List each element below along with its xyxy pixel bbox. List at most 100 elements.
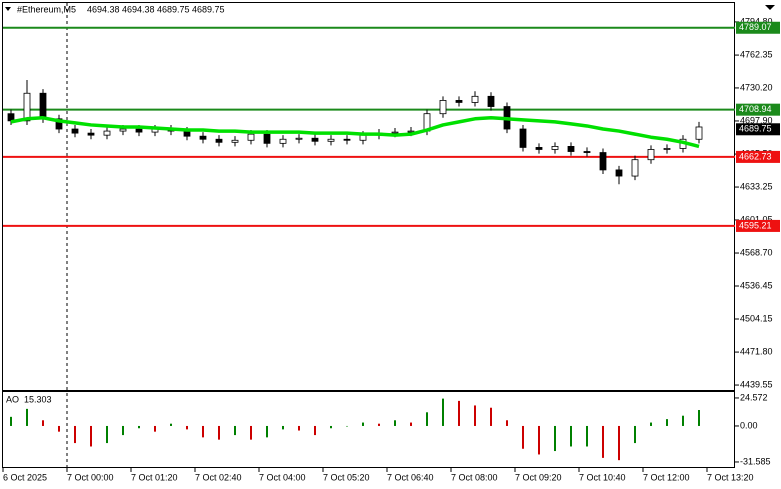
x-tick-label: 7 Oct 02:40 <box>195 472 242 482</box>
ao-bar <box>650 422 652 426</box>
level-label: 4595.21 <box>739 220 772 230</box>
x-tick-label: 7 Oct 04:00 <box>259 472 306 482</box>
candle-body <box>487 95 495 107</box>
candle-body <box>247 133 255 141</box>
candle-body <box>183 130 191 137</box>
candle-body <box>695 126 703 140</box>
y-tick-label: 4697.90 <box>740 115 773 125</box>
ao-bar <box>554 425 556 452</box>
candle-body <box>327 138 335 142</box>
candle-body <box>663 148 671 150</box>
ao-bar <box>170 423 172 426</box>
level-label: 4708.94 <box>739 104 772 114</box>
candle-body <box>119 128 127 132</box>
ao-bar <box>186 425 188 430</box>
ao-bar <box>666 419 668 426</box>
ao-bar <box>298 425 300 431</box>
candle-body <box>535 147 543 150</box>
y-tick-label: 4471.80 <box>740 346 773 356</box>
level-label: 4662.73 <box>739 151 772 161</box>
ao-tick-label: 24.572 <box>740 392 768 402</box>
candle-body <box>343 138 351 141</box>
candle-body <box>87 132 95 136</box>
ao-bar <box>314 425 316 436</box>
candle-body <box>23 92 31 122</box>
level-label-bg <box>736 103 780 116</box>
y-tick-label: 4504.15 <box>740 313 773 323</box>
ao-bar <box>506 420 508 426</box>
y-tick-label: 4730.20 <box>740 82 773 92</box>
x-tick-label: 7 Oct 00:00 <box>67 472 114 482</box>
candle-body <box>631 159 639 177</box>
x-tick-label: 7 Oct 06:40 <box>387 472 434 482</box>
candle-body <box>359 134 367 141</box>
candle-body <box>615 169 623 177</box>
candle-body <box>599 152 607 171</box>
y-tick-label: 4794.80 <box>740 16 773 26</box>
ao-bar <box>250 425 252 440</box>
ao-bar <box>154 425 156 432</box>
ao-bar <box>394 420 396 426</box>
candle-body <box>71 128 79 134</box>
ao-bar <box>58 425 60 432</box>
main-panel <box>2 2 735 391</box>
candle-body <box>39 92 47 120</box>
ao-bar <box>618 425 620 461</box>
ao-bar <box>442 398 444 426</box>
ao-bar <box>122 425 124 436</box>
x-tick-label: 6 Oct 2025 <box>3 472 47 482</box>
ao-bar <box>346 425 348 427</box>
candle-body <box>103 130 111 136</box>
scroll-icon <box>765 5 775 10</box>
candle-body <box>583 151 591 153</box>
menu-icon <box>5 7 11 11</box>
ao-value: 15.303 <box>24 394 52 404</box>
current-price-bg <box>736 123 780 136</box>
candle-body <box>55 118 63 130</box>
candle-body <box>311 137 319 142</box>
ao-bar <box>202 425 204 438</box>
ao-bar <box>266 425 268 438</box>
ao-bar <box>426 412 428 426</box>
candle-body <box>471 95 479 103</box>
level-label-bg <box>736 21 780 34</box>
candle-body <box>519 128 527 148</box>
ao-bar <box>26 408 28 426</box>
ao-bar <box>362 422 364 426</box>
current-price-label: 4689.75 <box>739 124 772 134</box>
ao-panel <box>2 391 735 468</box>
y-tick-label: 4633.25 <box>740 181 773 191</box>
candle-body <box>439 100 447 115</box>
candle-body <box>647 149 655 161</box>
x-tick-label: 7 Oct 10:40 <box>579 472 626 482</box>
ao-bar <box>586 425 588 447</box>
x-tick-label: 7 Oct 12:00 <box>643 472 690 482</box>
ao-bar <box>698 410 700 426</box>
candle-body <box>279 138 287 144</box>
candle-body <box>215 138 223 143</box>
x-tick-label: 7 Oct 09:20 <box>515 472 562 482</box>
ao-bar <box>490 407 492 426</box>
candle-body <box>567 146 575 152</box>
y-tick-label: 4439.55 <box>740 379 773 389</box>
y-tick-label: 4536.45 <box>740 280 773 290</box>
candle-body <box>551 146 559 150</box>
candle-body <box>455 100 463 103</box>
symbol: #Ethereum,M5 <box>17 4 76 14</box>
y-tick-label: 4601.05 <box>740 214 773 224</box>
level-label-bg <box>736 150 780 163</box>
ao-bar <box>538 425 540 455</box>
ao-name: AO <box>6 394 19 404</box>
open: 4694.38 <box>87 4 120 14</box>
close: 4689.75 <box>192 4 225 14</box>
ao-bar <box>570 425 572 447</box>
ao-bar <box>474 405 476 426</box>
ao-bar <box>10 416 12 426</box>
header: #Ethereum,M5 4694.38 4694.38 4689.75 468… <box>17 4 225 14</box>
level-label-bg <box>736 219 780 232</box>
x-tick-label: 7 Oct 13:20 <box>707 472 754 482</box>
candle-body <box>231 139 239 143</box>
ao-bar <box>106 425 108 444</box>
ao-bar <box>42 420 44 426</box>
